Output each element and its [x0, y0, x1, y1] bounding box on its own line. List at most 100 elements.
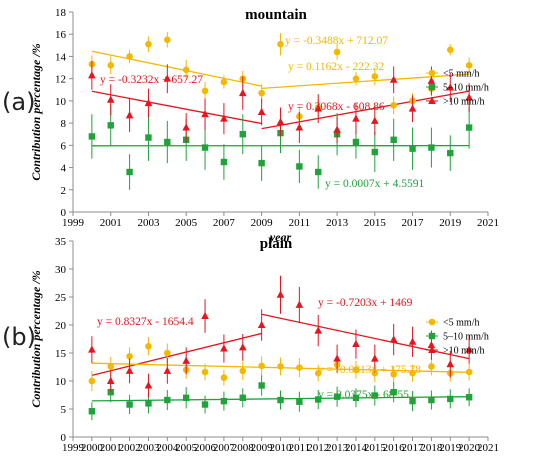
data-point	[390, 136, 397, 143]
x-tick-label: 2015	[364, 217, 387, 229]
data-point	[239, 131, 246, 138]
data-point	[389, 335, 398, 343]
data-point	[201, 110, 209, 118]
data-point	[145, 40, 152, 48]
y-tick-label: 2	[61, 185, 67, 197]
y-tick-label: 4	[61, 163, 67, 175]
x-tick-label: 2017	[402, 217, 425, 229]
data-point	[465, 62, 473, 69]
x-tick-label: 2002	[119, 442, 141, 454]
legend-marker	[428, 69, 436, 77]
data-point	[409, 397, 416, 405]
x-tick-label: 2013	[326, 217, 349, 229]
x-tick-label: 2008	[232, 442, 255, 454]
data-point	[296, 364, 303, 371]
data-point	[390, 102, 397, 109]
data-point	[428, 396, 435, 404]
data-point	[220, 397, 228, 405]
data-point	[164, 349, 171, 357]
data-point	[107, 62, 115, 69]
x-tick-label: 2021	[477, 217, 499, 229]
trendline	[261, 73, 470, 90]
data-point	[427, 340, 436, 349]
legend-marker	[428, 83, 436, 91]
trendline	[261, 90, 470, 130]
y-tick-label: 18	[55, 7, 67, 19]
x-tick-label: 2004	[156, 442, 179, 454]
data-point	[144, 98, 153, 107]
y-tick-label: 15	[55, 348, 67, 360]
data-point	[315, 168, 322, 176]
data-point	[258, 89, 265, 97]
x-tick-label: 2007	[213, 217, 236, 229]
data-point	[182, 66, 190, 74]
x-tick-label: 2009	[251, 442, 274, 454]
y-axis-label: Contribution percentage /%	[29, 43, 43, 180]
data-point	[352, 366, 360, 374]
trendline-equation: y = 0.1162x - 222.32	[288, 61, 384, 73]
y-tick-label: 14	[55, 51, 67, 63]
data-point	[88, 408, 96, 415]
data-point	[126, 53, 133, 60]
data-point	[107, 122, 114, 129]
trendline	[91, 50, 262, 87]
x-tick-label: 2010	[270, 442, 293, 454]
trendline-equation: y = -0.7203x + 1469	[318, 297, 413, 309]
data-point	[257, 107, 266, 115]
data-point	[163, 366, 172, 374]
data-point	[277, 40, 284, 48]
panel-label-b: (b)	[2, 323, 36, 351]
x-tick-label: 2011	[289, 442, 311, 454]
y-tick-label: 20	[55, 320, 67, 332]
data-point	[465, 93, 473, 101]
data-point	[88, 71, 96, 79]
data-point	[201, 311, 209, 320]
x-tick-label: 2017	[402, 442, 425, 454]
trendline-equation: y = 0.3068x - 608.86	[288, 101, 385, 113]
data-point	[144, 381, 153, 389]
data-point	[371, 392, 379, 399]
x-tick-label: 1999	[62, 442, 85, 454]
data-point	[164, 36, 171, 44]
data-point	[465, 394, 473, 401]
data-point	[428, 363, 435, 370]
y-tick-label: 10	[55, 376, 67, 388]
x-tick-label: 2007	[213, 442, 236, 454]
data-point	[145, 400, 152, 407]
data-point	[295, 123, 304, 131]
data-point	[88, 377, 96, 385]
data-point	[295, 300, 304, 308]
x-tick-label: 2020	[458, 442, 481, 454]
x-tick-label: 2012	[307, 442, 329, 454]
legend-label: 5–10 mm/h	[443, 332, 489, 343]
chart-plain: 0510152025303519992000200120022003200420…	[29, 236, 499, 459]
x-tick-label: 2000	[81, 442, 104, 454]
data-point	[201, 401, 209, 408]
data-point	[182, 394, 190, 401]
trendline-equation: y = -0.3232x + 657.27	[100, 74, 203, 86]
y-tick-label: 25	[55, 292, 67, 304]
data-point	[428, 144, 435, 151]
data-point	[106, 376, 115, 384]
data-point	[258, 362, 265, 370]
y-tick-label: 16	[55, 29, 67, 41]
legend-label: <5 mm/h	[443, 318, 479, 329]
data-point	[258, 159, 265, 167]
y-tick-label: 6	[61, 140, 67, 152]
data-point	[465, 368, 473, 376]
data-point	[277, 396, 284, 404]
data-point	[371, 369, 379, 377]
data-point	[333, 48, 341, 56]
data-point	[314, 104, 323, 112]
trendline-equation: y = -0.3488x + 712.07	[285, 35, 388, 47]
x-tick-label: 2016	[383, 442, 406, 454]
chart-title: mountain	[245, 7, 307, 23]
x-tick-label: 2013	[326, 442, 349, 454]
data-point	[145, 134, 152, 141]
x-tick-label: 2005	[175, 217, 198, 229]
legend-label: 5–10 mm/h	[443, 83, 489, 94]
data-point	[447, 149, 454, 157]
trendline	[261, 313, 470, 360]
data-point	[390, 389, 397, 396]
